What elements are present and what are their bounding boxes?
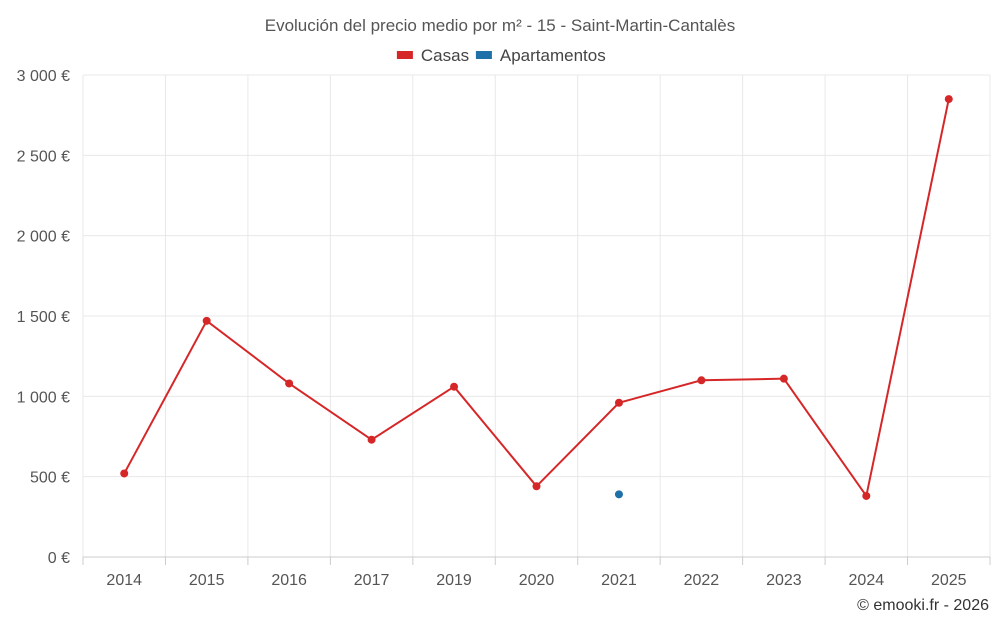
y-tick-label: 1 000 € [17,389,70,406]
chart-title: Evolución del precio medio por m² - 15 -… [265,16,736,35]
x-tick-label: 2022 [684,572,720,589]
x-tick-label: 2025 [931,572,967,589]
y-tick-label: 3 000 € [17,68,70,85]
data-point-casas[interactable] [202,316,211,325]
legend-label[interactable]: Apartamentos [500,46,606,65]
data-point-casas[interactable] [285,379,294,388]
x-tick-label: 2015 [189,572,225,589]
x-tick-label: 2014 [106,572,142,589]
y-tick-label: 1 500 € [17,309,70,326]
axes: 2014 2015 2016 2017 2019 2020 2021 2022 2023 2024… [82,556,991,589]
data-point-casas[interactable] [450,382,459,391]
x-tick-label: 2019 [436,572,472,589]
data-point-casas[interactable] [862,491,871,500]
legend: Casas Apartamentos [396,46,606,65]
data-point-casas[interactable] [697,376,706,385]
x-tick-label: 2023 [766,572,802,589]
x-tick-label: 2020 [519,572,555,589]
y-tick-label: 500 € [30,470,70,487]
data-point-casas[interactable] [779,374,788,383]
series-layer [120,95,953,500]
x-tick-label: 2016 [271,572,307,589]
data-point-apartamentos[interactable] [614,490,623,499]
y-gridlines: 0 € 500 € 1 000 € 1 500 € 2 000 € 2 500 € 3 00… [17,68,990,567]
x-tick-label: 2024 [849,572,885,589]
data-point-casas[interactable] [120,469,129,478]
y-tick-label: 2 000 € [17,229,70,246]
legend-swatch [475,51,492,59]
x-tick-label: 2021 [601,572,637,589]
data-point-casas[interactable] [532,482,541,491]
y-tick-label: 0 € [48,550,70,567]
legend-label[interactable]: Casas [421,46,469,65]
x-gridlines [82,75,991,557]
data-point-casas[interactable] [367,435,376,444]
credit-text: © emooki.fr - 2026 [857,597,989,614]
y-tick-label: 2 500 € [17,148,70,165]
x-tick-label: 2017 [354,572,390,589]
data-point-casas[interactable] [944,95,953,104]
legend-swatch [396,51,413,59]
data-point-casas[interactable] [614,398,623,407]
